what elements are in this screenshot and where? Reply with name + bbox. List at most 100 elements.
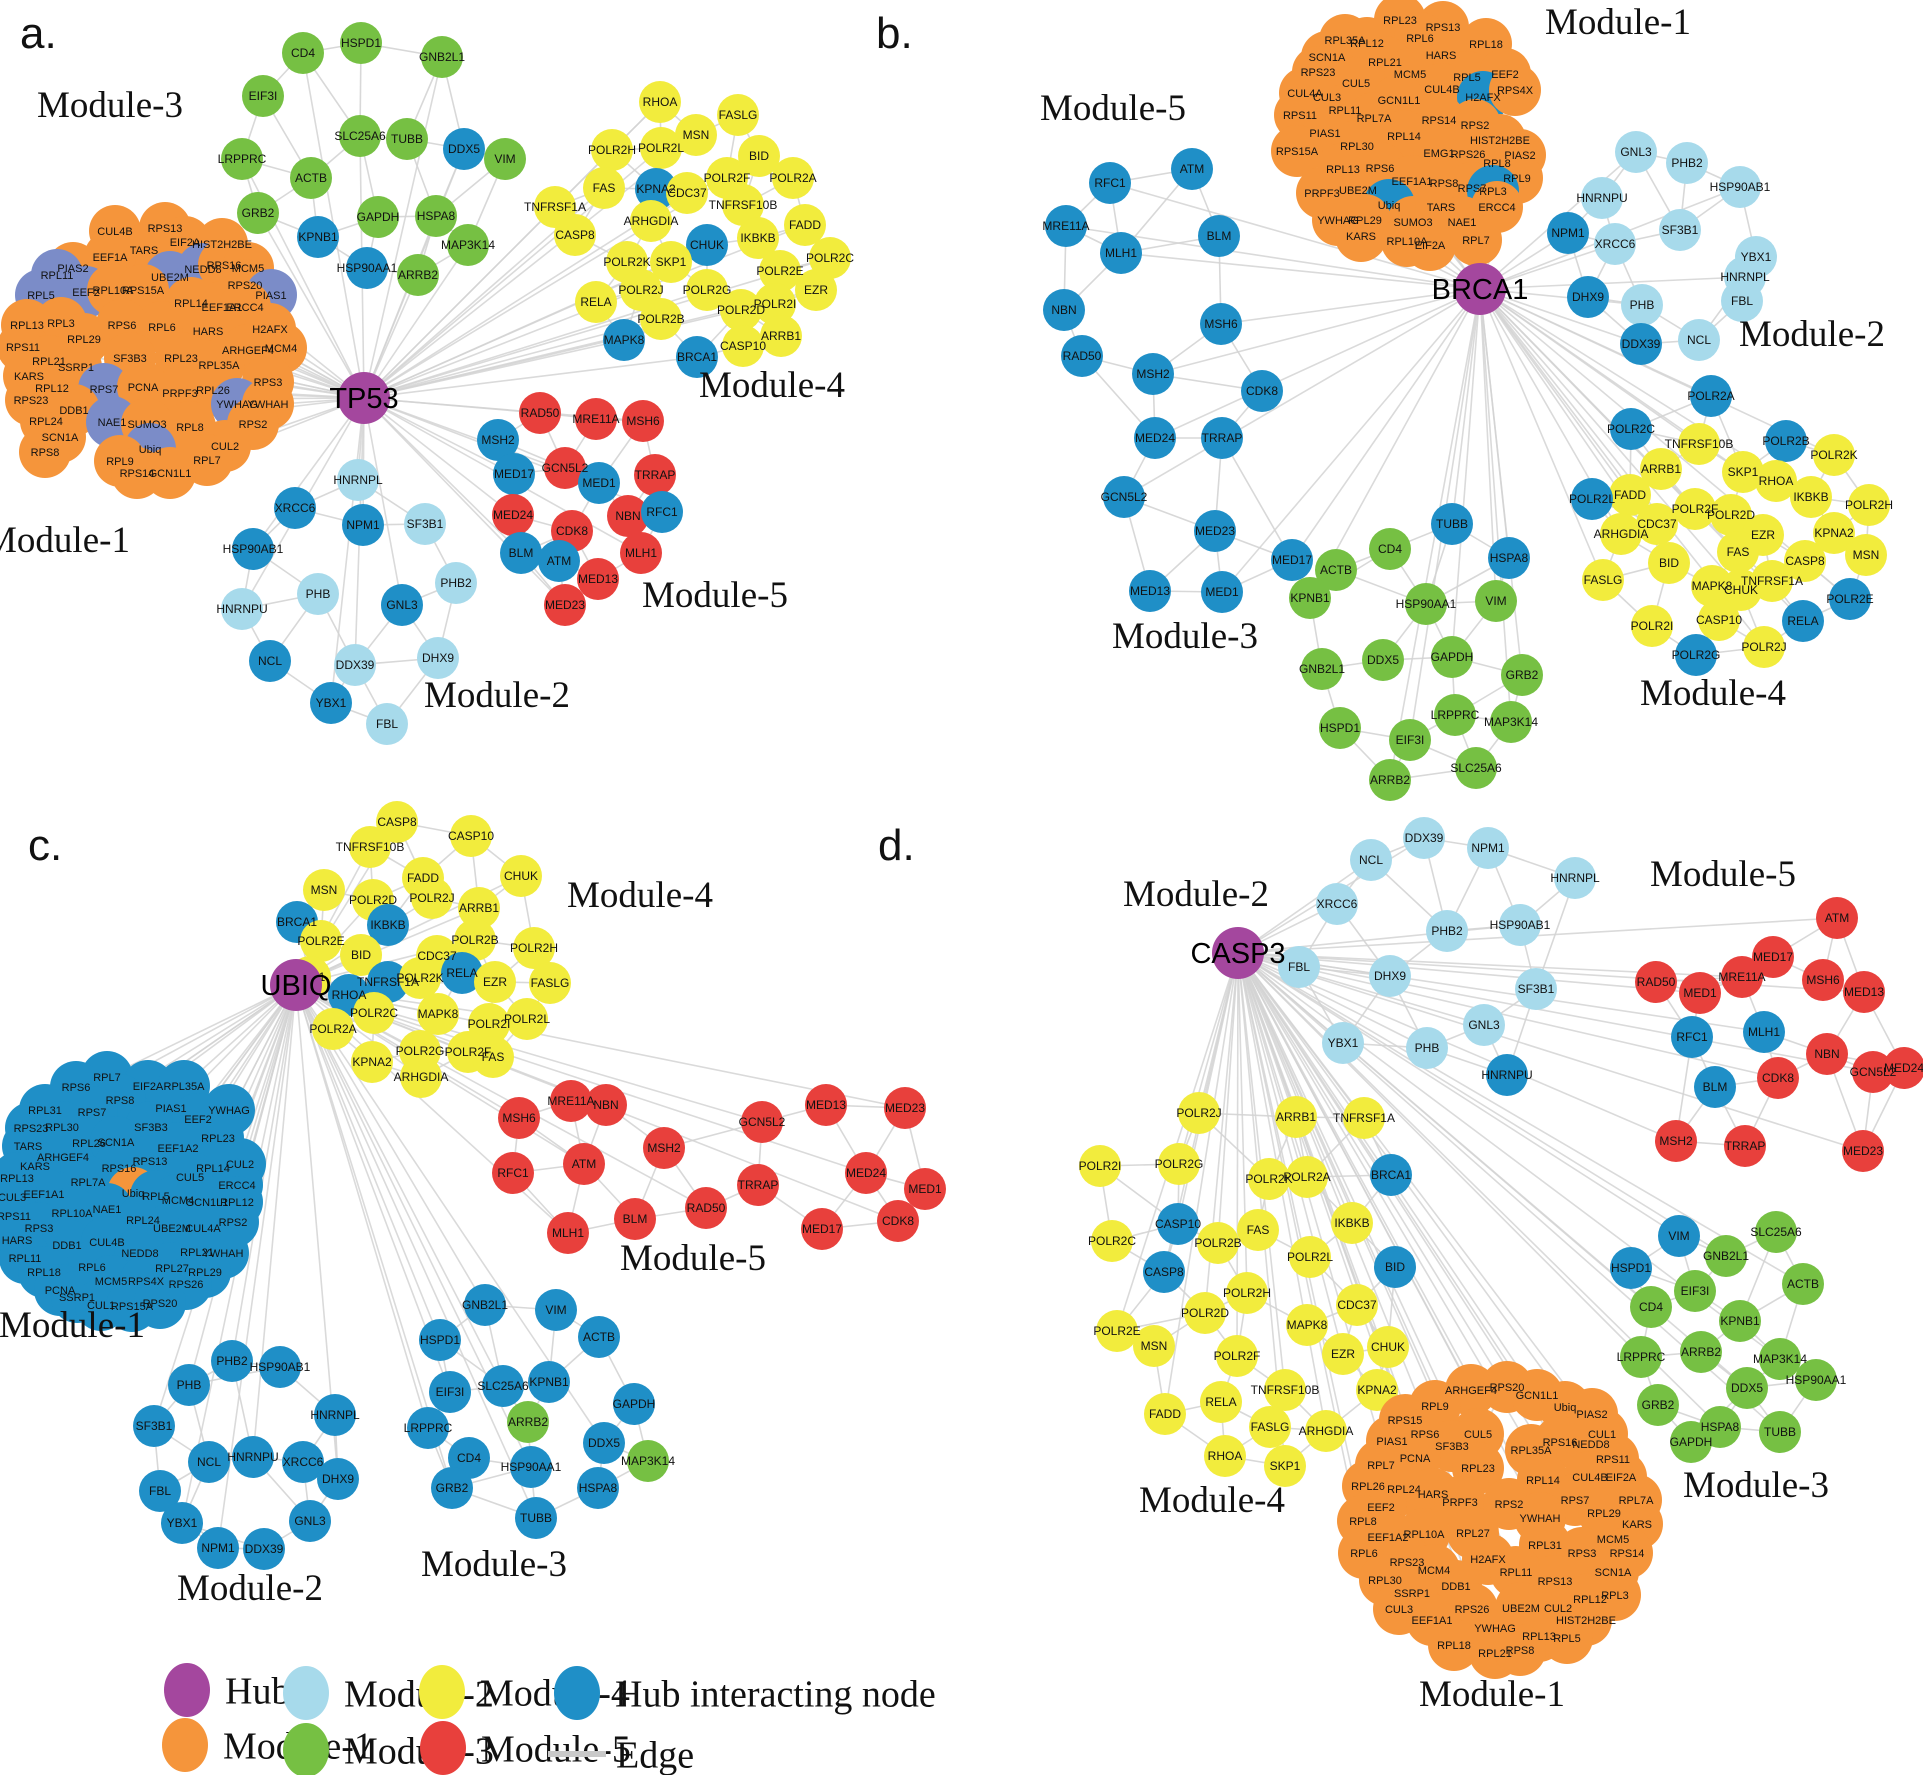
node-med13[interactable] xyxy=(1843,971,1885,1013)
node-grb2[interactable] xyxy=(1637,1384,1679,1426)
node-dhx9[interactable] xyxy=(317,1458,359,1500)
node-nbn[interactable] xyxy=(607,495,649,537)
node-skp1[interactable] xyxy=(650,241,692,283)
node-sf3b1[interactable] xyxy=(133,1405,175,1447)
node-npm1[interactable] xyxy=(1547,212,1589,254)
node-hsp90aa1[interactable] xyxy=(1405,583,1447,625)
node-cdc37[interactable] xyxy=(666,172,708,214)
node-mapk8[interactable] xyxy=(417,993,459,1035)
node-gnb2l1[interactable] xyxy=(421,36,463,78)
node-msn[interactable] xyxy=(1845,534,1887,576)
node-arhgdia[interactable] xyxy=(1600,513,1642,555)
node-hspd1[interactable] xyxy=(1610,1247,1652,1289)
node-polr2l[interactable] xyxy=(640,127,682,169)
node-polr2f[interactable] xyxy=(1674,488,1716,530)
node-map3k14[interactable] xyxy=(1759,1338,1801,1380)
node-hsp90aa1[interactable] xyxy=(1795,1359,1837,1401)
node-trrap[interactable] xyxy=(1201,417,1243,459)
node-nbn[interactable] xyxy=(1043,289,1085,331)
node-polr2c[interactable] xyxy=(1610,408,1652,450)
node-polr2e[interactable] xyxy=(759,250,801,292)
node-kpnb1[interactable] xyxy=(1719,1300,1761,1342)
node-ddx39[interactable] xyxy=(243,1528,285,1570)
node-rpl5[interactable] xyxy=(1541,1612,1593,1664)
node-rela[interactable] xyxy=(1200,1381,1242,1423)
node-vim[interactable] xyxy=(1658,1215,1700,1257)
node-tubb[interactable] xyxy=(515,1497,557,1539)
node-kpna2[interactable] xyxy=(351,1041,393,1083)
node-polr2g[interactable] xyxy=(686,269,728,311)
node-hsp90ab1[interactable] xyxy=(232,528,274,570)
node-trrap[interactable] xyxy=(634,454,676,496)
node-rad50[interactable] xyxy=(685,1187,727,1229)
node-arrb2[interactable] xyxy=(397,254,439,296)
node-tubb[interactable] xyxy=(1431,503,1473,545)
node-vim[interactable] xyxy=(1475,580,1517,622)
node-med24[interactable] xyxy=(492,494,534,536)
node-kars[interactable] xyxy=(1335,210,1387,262)
node-cdk8[interactable] xyxy=(1241,370,1283,412)
node-med24[interactable] xyxy=(1883,1047,1923,1089)
node-ikbkb[interactable] xyxy=(737,217,779,259)
node-cdk8[interactable] xyxy=(877,1200,919,1242)
node-dhx9[interactable] xyxy=(417,637,459,679)
node-fas[interactable] xyxy=(472,1036,514,1078)
node-med1[interactable] xyxy=(904,1168,946,1210)
node-polr2c[interactable] xyxy=(353,992,395,1034)
node-eif3i[interactable] xyxy=(1389,719,1431,761)
node-polr2e[interactable] xyxy=(300,920,342,962)
node-polr2g[interactable] xyxy=(1158,1143,1200,1185)
node-arrb2[interactable] xyxy=(1680,1331,1722,1373)
node-polr2c[interactable] xyxy=(809,237,851,279)
node-sf3b1[interactable] xyxy=(1515,968,1557,1010)
node-faslg[interactable] xyxy=(529,962,571,1004)
node-gapdh[interactable] xyxy=(1431,636,1473,678)
node-atm[interactable] xyxy=(1171,148,1213,190)
node-gapdh[interactable] xyxy=(1670,1421,1712,1463)
node-fas[interactable] xyxy=(1237,1209,1279,1251)
node-nbn[interactable] xyxy=(1806,1033,1848,1075)
node-gnl3[interactable] xyxy=(289,1500,331,1542)
node-mre11a[interactable] xyxy=(1045,205,1087,247)
node-polr2b[interactable] xyxy=(1197,1222,1239,1264)
node-phb2[interactable] xyxy=(211,1340,253,1382)
node-rhoa[interactable] xyxy=(1204,1435,1246,1477)
node-hnrnpl[interactable] xyxy=(314,1394,356,1436)
node-polr2a[interactable] xyxy=(312,1008,354,1050)
node-slc25a6[interactable] xyxy=(1455,747,1497,789)
node-actb[interactable] xyxy=(290,157,332,199)
node-hsp90ab1[interactable] xyxy=(1719,166,1761,208)
node-gcn5l2[interactable] xyxy=(1103,476,1145,518)
node-trrap[interactable] xyxy=(1724,1125,1766,1167)
node-polr2h[interactable] xyxy=(1226,1272,1268,1314)
node-med13[interactable] xyxy=(1129,570,1171,612)
node-map3k14[interactable] xyxy=(447,224,489,266)
node-med13[interactable] xyxy=(805,1084,847,1126)
node-kpnb1[interactable] xyxy=(528,1361,570,1403)
node-polr2e[interactable] xyxy=(1829,578,1871,620)
node-blm[interactable] xyxy=(500,532,542,574)
node-kpnb1[interactable] xyxy=(297,216,339,258)
node-msh6[interactable] xyxy=(498,1097,540,1139)
node-rps4x[interactable] xyxy=(1489,64,1541,116)
node-hspa8[interactable] xyxy=(577,1467,619,1509)
node-med17[interactable] xyxy=(801,1208,843,1250)
node-rfc1[interactable] xyxy=(1089,162,1131,204)
node-phb2[interactable] xyxy=(435,562,477,604)
node-polr2e[interactable] xyxy=(1096,1310,1138,1352)
node-casp10[interactable] xyxy=(722,325,764,367)
node-ezr[interactable] xyxy=(795,269,837,311)
node-kpnb1[interactable] xyxy=(1289,577,1331,619)
node-polr2k[interactable] xyxy=(1813,434,1855,476)
node-gcn5l2[interactable] xyxy=(1852,1051,1894,1093)
node-rhoa[interactable] xyxy=(639,81,681,123)
node-cdc37[interactable] xyxy=(1636,503,1678,545)
node-med24[interactable] xyxy=(1134,417,1176,459)
node-fas[interactable] xyxy=(1717,531,1759,573)
node-med1[interactable] xyxy=(1201,571,1243,613)
node-ddx39[interactable] xyxy=(334,644,376,686)
node-arrb1[interactable] xyxy=(1640,448,1682,490)
node-tnfrsf1a[interactable] xyxy=(1751,560,1793,602)
node-hnrnpl[interactable] xyxy=(1554,857,1596,899)
node-eif3i[interactable] xyxy=(242,75,284,117)
